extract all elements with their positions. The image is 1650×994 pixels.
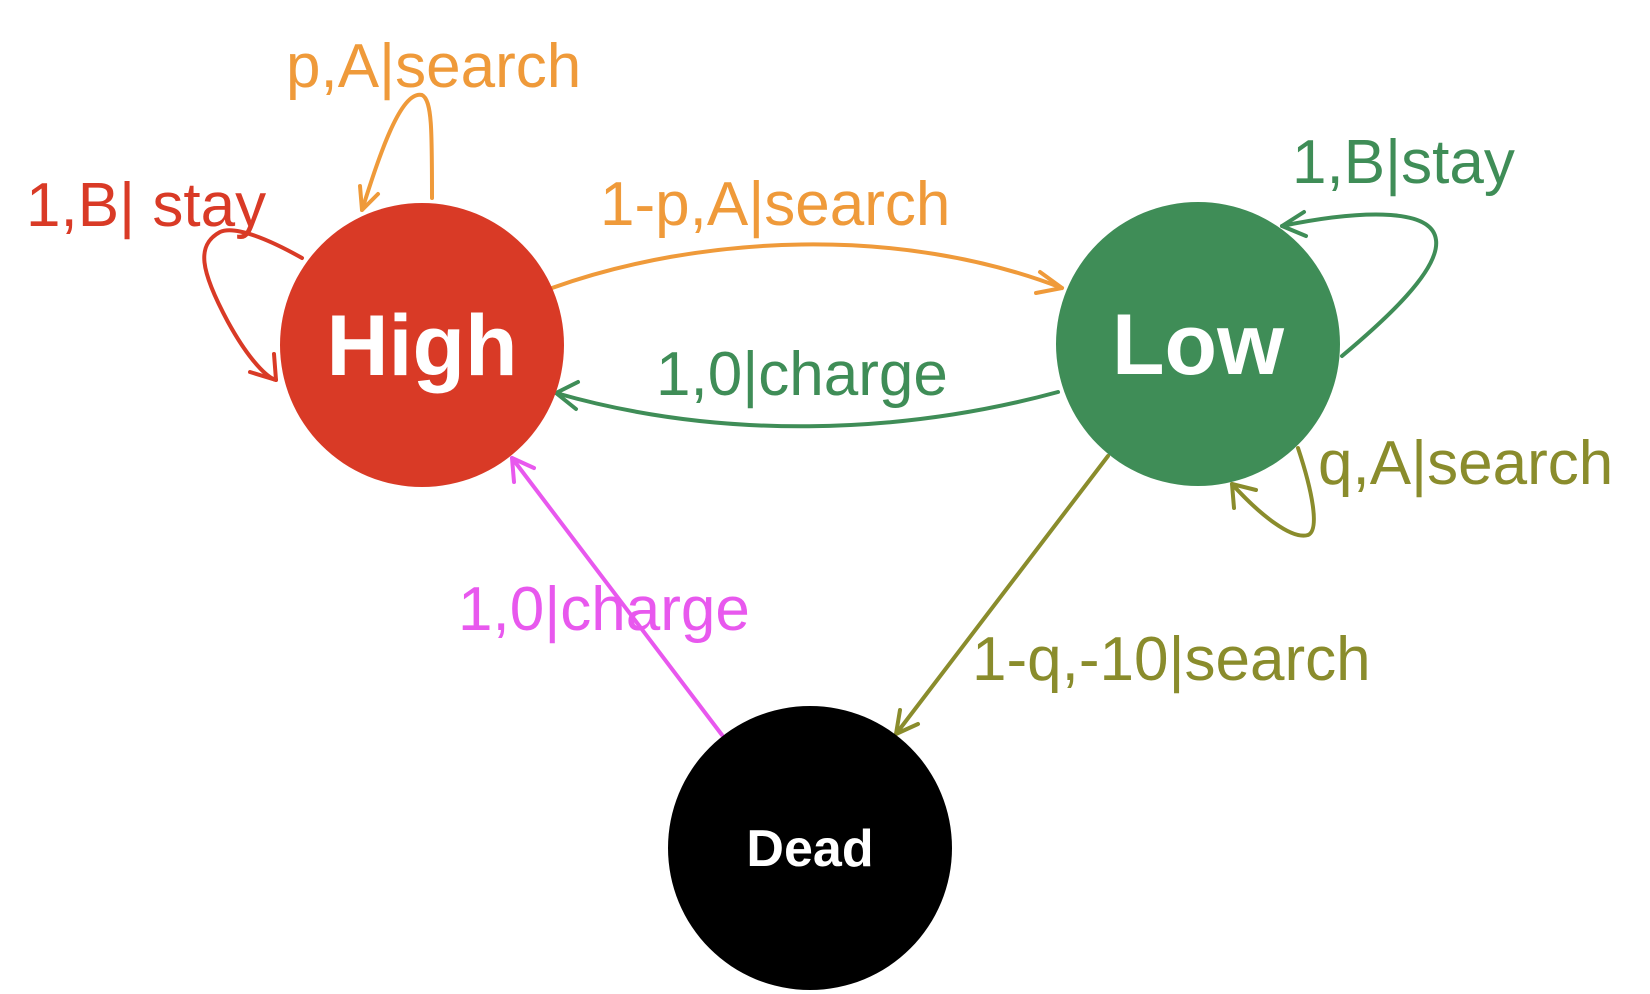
- edge-low-self-search: [1230, 446, 1316, 538]
- edge-high-self-search: [358, 92, 434, 212]
- state-circle-dead: [668, 706, 952, 990]
- state-label-high: High: [326, 298, 517, 394]
- state-circle-high: [280, 203, 564, 487]
- label-high-self-search: p,A|search: [286, 32, 581, 101]
- state-node-dead: Dead: [668, 706, 952, 990]
- edge-high-self-stay: [202, 228, 304, 382]
- edge-low-to-high: [554, 380, 1060, 429]
- edge-dead-to-high: [510, 456, 724, 737]
- label-low-self-stay: 1,B|stay: [1292, 128, 1515, 197]
- state-node-high: High: [280, 203, 564, 487]
- state-label-low: Low: [1112, 297, 1285, 393]
- state-circle-low: [1056, 202, 1340, 486]
- state-node-low: Low: [1056, 202, 1340, 486]
- state-label-dead: Dead: [746, 820, 873, 878]
- label-dead-to-high: 1,0|charge: [458, 575, 750, 644]
- edge-low-to-dead: [894, 454, 1110, 736]
- label-low-self-search: q,A|search: [1318, 429, 1613, 498]
- edge-high-to-low: [550, 242, 1064, 295]
- label-low-to-high: 1,0|charge: [656, 340, 948, 409]
- label-low-to-dead: 1-q,-10|search: [972, 625, 1371, 694]
- label-high-self-stay: 1,B| stay: [26, 171, 266, 240]
- label-high-to-low: 1-p,A|search: [600, 170, 950, 239]
- edge-low-self-stay: [1280, 210, 1439, 358]
